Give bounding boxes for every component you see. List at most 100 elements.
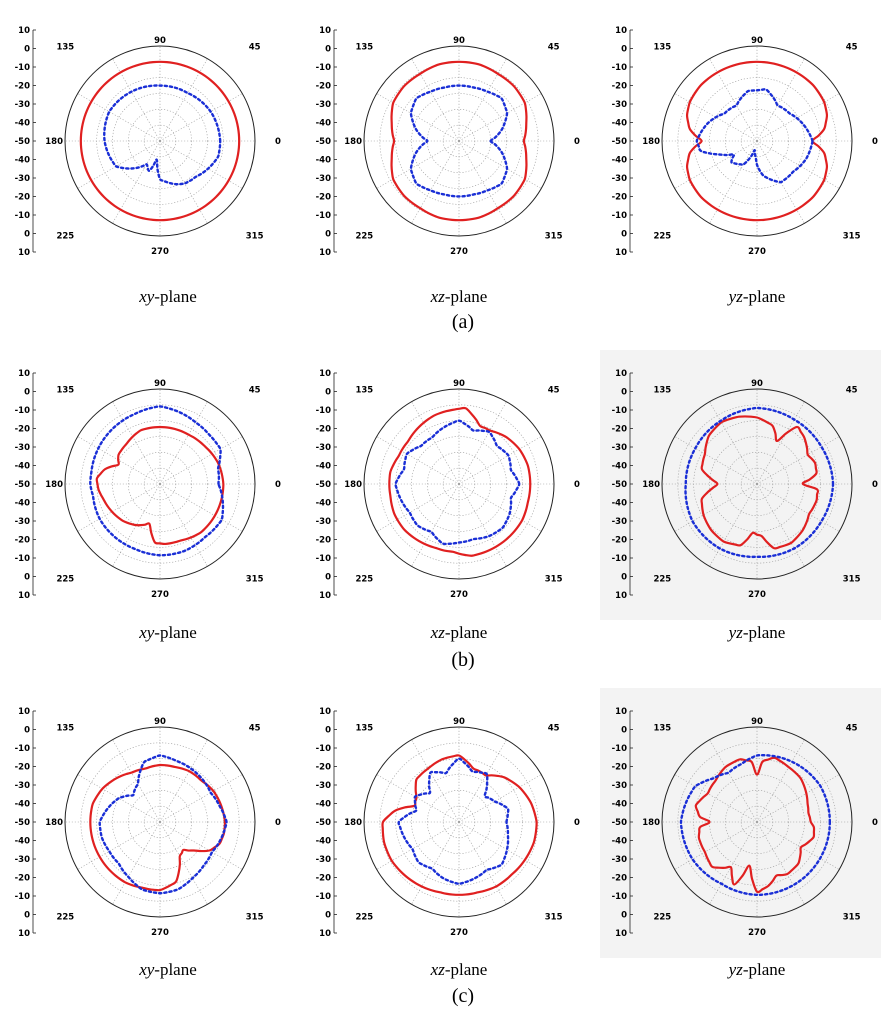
polar-chart-a-xy-plane: 10 0 -10 -20 -30 -40 -50 -40 -30 -20 -10 0 10 90 45 0 31… [15,26,281,258]
radial-tick-label: -50 [15,818,30,828]
radial-tick-label: -10 [15,63,30,73]
radial-tick-label: -40 [316,119,331,129]
outer-ring [363,45,555,237]
radial-tick-label: -30 [612,100,627,110]
grid-spoke [112,739,161,823]
grid-circle [427,452,491,516]
angle-label-135: 135 [653,385,671,395]
angle-label-135: 135 [355,385,373,395]
radial-tick-label: 10 [18,369,30,379]
grid-circle [725,790,789,854]
grid-spoke [458,93,542,142]
radial-tick-label: 10 [18,707,30,717]
outer-ring [661,45,853,237]
angle-label-225: 225 [653,575,671,585]
series-dotted-curve [98,754,228,895]
radial-tick-label: -10 [612,63,627,73]
radial-tick-label: -40 [316,800,331,810]
radial-tick-label: -10 [15,744,30,754]
angle-label-315: 315 [545,575,563,585]
caption-b-xz: xz-plane [430,623,488,642]
angle-label-270: 270 [748,928,766,938]
outer-ring [64,45,256,237]
caption-c-xy: xy-plane [138,960,197,979]
grid-spoke [376,483,460,532]
grid-spoke [709,739,758,823]
series-solid-curve [388,406,532,557]
radial-tick-label: -20 [15,425,30,435]
radial-tick-label: -20 [15,193,30,203]
radial-tick-label: 10 [18,591,30,601]
caption-c-xz: xz-plane [430,960,488,979]
angle-label-135: 135 [653,42,671,52]
outer-ring [661,388,853,580]
polar-chart-c-xz-plane: 10 0 -10 -20 -30 -40 -50 -40 -30 -20 -10 0 10 90 45 0 31… [316,707,580,939]
grid-spoke [411,739,460,823]
radial-tick-label: -10 [612,554,627,564]
grid-spoke [756,821,805,905]
radial-tick-label: -30 [612,517,627,527]
grid-circle [128,452,192,516]
radial-tick-label: -40 [15,156,30,166]
radial-tick-label: 10 [615,707,627,717]
grid-spoke [756,58,805,142]
row-label-b: (b) [451,649,474,671]
grid-spoke [756,483,805,567]
radial-tick-label: 0 [621,911,627,921]
angle-label-90: 90 [453,717,465,727]
grid-spoke [77,821,161,870]
radial-tick-label: -30 [316,781,331,791]
angle-label-45: 45 [249,385,261,395]
caption-a-xz: xz-plane [430,287,488,306]
series-solid-curve [694,756,816,894]
grid-spoke [376,774,460,823]
caption-a-xy: xy-plane [138,287,197,306]
grid-spoke [674,774,758,823]
radial-tick-label: 10 [319,591,331,601]
radial-tick-label: -10 [612,744,627,754]
grid-spoke [458,774,542,823]
angle-label-315: 315 [246,913,264,923]
polar-chart-b-xy-plane: 10 0 -10 -20 -30 -40 -50 -40 -30 -20 -10 0 10 90 45 0 31… [15,369,281,601]
grid-circle [427,790,491,854]
angle-label-270: 270 [748,590,766,600]
radial-tick-label: 10 [319,707,331,717]
grid-spoke [458,436,542,485]
series-dotted-curve [679,753,832,897]
angle-label-270: 270 [151,247,169,257]
angle-label-315: 315 [246,575,264,585]
radial-tick-label: -30 [612,855,627,865]
radial-tick-label: -40 [15,499,30,509]
angle-label-0: 0 [275,137,281,147]
angle-label-180: 180 [45,818,63,828]
polar-chart-a-yz-plane: 10 0 -10 -20 -30 -40 -50 -40 -30 -20 -10 0 10 90 45 0 31… [612,26,878,258]
angle-label-0: 0 [275,818,281,828]
radial-tick-label: -10 [15,211,30,221]
angle-label-270: 270 [151,590,169,600]
radial-tick-label: -10 [612,211,627,221]
series-dotted-curve [397,757,510,885]
radial-tick-label: 0 [621,230,627,240]
series-solid-curve [685,60,829,222]
grid-circle [411,436,507,532]
radial-tick-label: -20 [316,536,331,546]
series-solid-curve [700,415,820,550]
angle-label-90: 90 [154,717,166,727]
series-solid-curve [79,60,241,222]
angle-label-0: 0 [275,480,281,490]
radial-tick-label: -20 [316,82,331,92]
radial-tick-label: -30 [15,855,30,865]
radial-tick-label: -40 [612,156,627,166]
grid-spoke [159,483,243,532]
grid-spoke [756,140,840,189]
angle-label-225: 225 [355,232,373,242]
angle-label-45: 45 [846,42,858,52]
grid-spoke [458,739,507,823]
grid-spoke [709,401,758,485]
grid-spoke [112,483,161,567]
radial-tick-label: 10 [319,248,331,258]
radial-tick-label: -40 [316,462,331,472]
radial-tick-label: -30 [316,174,331,184]
grid-spoke [159,401,208,485]
series-dotted-curve [103,84,222,186]
